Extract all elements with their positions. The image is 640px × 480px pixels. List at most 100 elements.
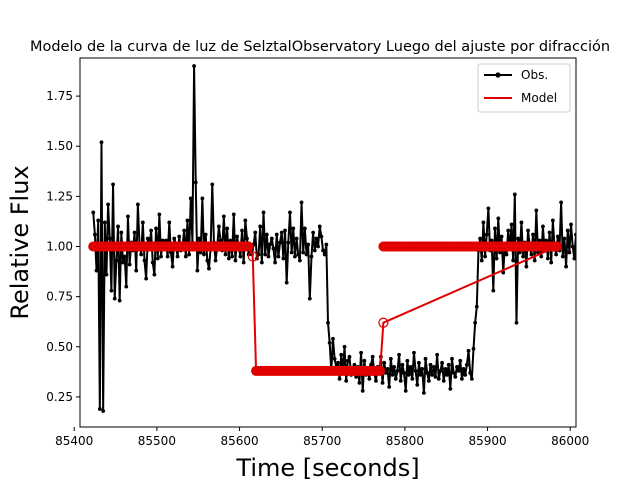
obs-point xyxy=(145,236,150,241)
obs-point xyxy=(445,372,449,377)
obs-point xyxy=(165,254,170,259)
axes-frame xyxy=(79,57,577,428)
obs-point xyxy=(221,214,226,219)
obs-point xyxy=(604,251,608,255)
obs-point xyxy=(539,254,544,259)
obs-point xyxy=(624,255,628,259)
x-tick-label: 86000 xyxy=(551,434,589,448)
obs-point xyxy=(393,376,398,381)
obs-point xyxy=(218,238,223,243)
obs-point xyxy=(155,256,160,261)
obs-point xyxy=(311,230,316,235)
obs-point xyxy=(425,370,430,375)
y-tick-label: 0.25 xyxy=(46,390,73,404)
obs-point xyxy=(417,360,421,365)
obs-point xyxy=(407,372,411,377)
obs-point xyxy=(210,182,215,187)
obs-point xyxy=(317,224,322,229)
legend-model-label: Model xyxy=(521,91,557,105)
obs-point xyxy=(240,228,244,233)
obs-point xyxy=(160,238,165,243)
obs-point xyxy=(132,230,137,235)
obs-point xyxy=(114,258,119,263)
obs-point xyxy=(327,340,332,345)
obs-point xyxy=(498,250,502,255)
obs-point xyxy=(321,248,325,253)
obs-point xyxy=(615,255,619,259)
model-series-line xyxy=(93,245,558,372)
obs-point xyxy=(337,376,342,381)
obs-point xyxy=(294,236,299,241)
obs-point xyxy=(607,233,611,237)
obs-point xyxy=(112,296,117,301)
obs-point xyxy=(370,354,375,359)
obs-point xyxy=(483,254,487,259)
obs-point xyxy=(436,376,441,381)
obs-point xyxy=(632,235,636,239)
obs-point xyxy=(134,268,139,273)
legend-obs-marker xyxy=(495,72,501,78)
obs-point xyxy=(253,230,258,235)
obs-point xyxy=(597,237,601,241)
obs-point xyxy=(567,250,572,255)
obs-point xyxy=(382,360,387,365)
obs-point xyxy=(572,256,576,261)
obs-point xyxy=(599,245,603,249)
obs-point xyxy=(177,234,182,239)
obs-point xyxy=(486,206,491,211)
obs-point xyxy=(390,372,395,377)
obs-point xyxy=(526,228,530,233)
obs-point xyxy=(565,228,570,233)
obs-point xyxy=(458,358,463,363)
obs-point xyxy=(581,251,585,255)
obs-point xyxy=(284,280,289,285)
obs-point xyxy=(586,229,590,233)
obs-point xyxy=(473,320,478,325)
obs-point xyxy=(291,226,296,231)
obs-point xyxy=(413,368,418,373)
x-tick-label: 85500 xyxy=(138,434,176,448)
obs-point xyxy=(359,350,363,355)
obs-point xyxy=(263,252,268,257)
x-tick-label: 85900 xyxy=(468,434,506,448)
obs-point xyxy=(408,364,413,369)
obs-point xyxy=(412,350,416,355)
obs-point xyxy=(547,230,552,235)
obs-point xyxy=(589,239,593,243)
obs-point xyxy=(344,378,349,383)
obs-point xyxy=(286,240,291,245)
model-transition-point xyxy=(247,251,258,262)
obs-point xyxy=(627,249,631,253)
obs-point xyxy=(456,368,461,373)
obs-point xyxy=(102,220,107,225)
obs-point xyxy=(362,358,367,363)
obs-point xyxy=(493,226,497,231)
obs-point xyxy=(529,252,534,257)
obs-point xyxy=(496,216,501,221)
obs-point xyxy=(342,344,347,349)
obs-point xyxy=(466,348,471,353)
obs-point xyxy=(534,208,539,213)
obs-point xyxy=(164,238,168,243)
obs-point xyxy=(479,258,484,263)
obs-point xyxy=(374,378,378,383)
obs-point xyxy=(418,372,423,377)
obs-point xyxy=(360,389,365,393)
obs-point xyxy=(491,288,496,293)
obs-point xyxy=(296,252,301,257)
obs-point xyxy=(192,64,196,68)
obs-point xyxy=(421,391,426,395)
plot-area xyxy=(88,64,636,413)
obs-point xyxy=(484,232,489,237)
obs-point xyxy=(202,252,206,257)
obs-point xyxy=(592,235,596,239)
obs-point xyxy=(544,238,549,243)
obs-point xyxy=(610,239,614,243)
obs-point xyxy=(606,241,610,245)
obs-point xyxy=(326,320,330,325)
obs-point xyxy=(207,266,211,271)
obs-point xyxy=(324,242,329,247)
obs-point xyxy=(142,258,147,263)
obs-point xyxy=(450,356,454,361)
obs-point xyxy=(468,370,473,375)
